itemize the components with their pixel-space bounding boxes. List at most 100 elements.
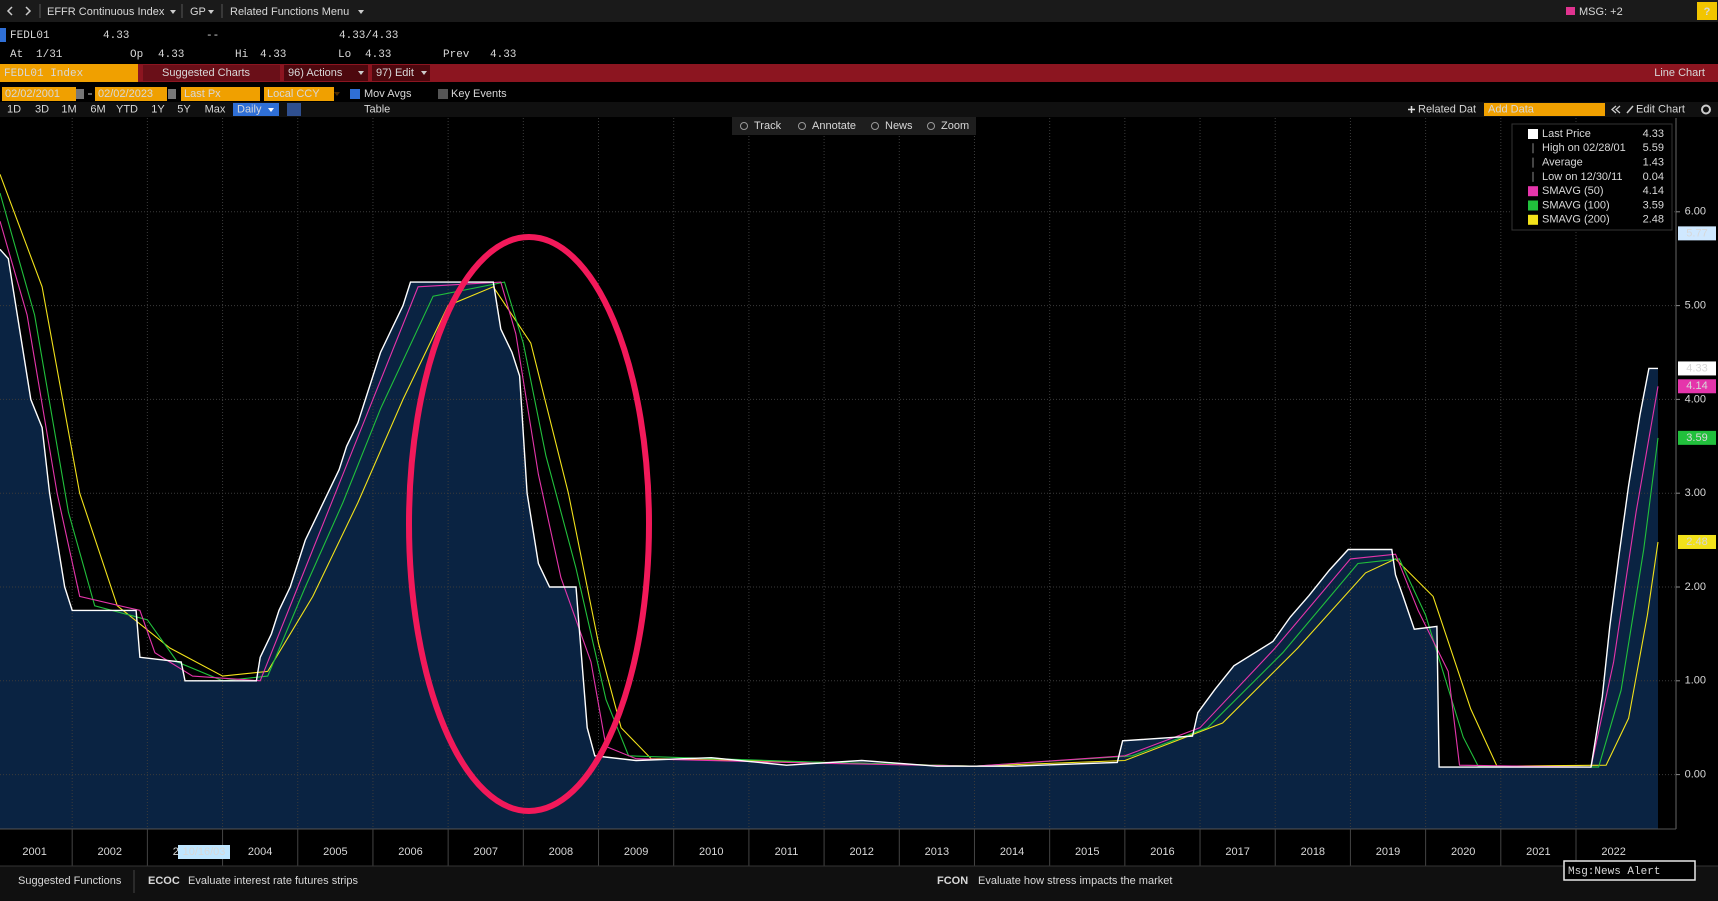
last-price: 4.33 [103,30,129,42]
caret-icon [170,10,176,14]
end-date[interactable]: 02/02/2023 [98,88,153,100]
collapse-icon [1611,105,1617,114]
period-button[interactable]: 1M [61,103,76,115]
view-name: Line Chart [1654,67,1705,79]
caret-icon [358,10,364,14]
period-button[interactable]: 5Y [177,103,191,115]
edit-chart[interactable]: Edit Chart [1636,103,1685,115]
x-tick-label: 2019 [1376,846,1400,858]
value-tag-label: 4.14 [1686,380,1707,392]
legend-value: 5.59 [1643,142,1664,154]
currency-box [264,87,334,101]
start-date[interactable]: 02/02/2001 [5,88,60,100]
legend-swatch [1528,214,1538,225]
series-line [0,248,1658,768]
top-bar [0,0,1718,22]
function-desc[interactable]: Evaluate how stress impacts the market [978,875,1172,887]
value-tag-label: 3.59 [1686,432,1707,444]
suggested-box [143,65,280,81]
field-label: Prev [443,49,470,61]
menu-item[interactable]: GP [190,6,206,18]
legend-swatch [1528,129,1538,139]
table-button[interactable]: Table [364,103,390,115]
calendar-icon [76,89,84,99]
caret-icon [334,92,340,96]
chart-toolbar [732,117,976,135]
value-tag-label: 5.77 [1686,227,1707,239]
related-data[interactable]: Related Dat [1418,103,1476,115]
tool-icon [798,122,806,130]
tool-icon [927,122,935,130]
plus-icon [1408,106,1415,113]
frequency[interactable]: Daily [237,103,262,115]
y-tick-label: 6.00 [1685,206,1706,218]
annotation-circle [406,234,652,814]
chart-tool[interactable]: Annotate [812,120,856,132]
y-tick-label: 5.00 [1685,300,1706,312]
legend-label: SMAVG (100) [1542,199,1610,211]
legend-swatch [1528,186,1538,197]
legend-value: 1.43 [1643,157,1664,169]
footer-bg [0,866,1718,901]
field-value: 4.33 [490,49,516,61]
period-button[interactable]: 1Y [151,103,165,115]
legend-value: 4.33 [1643,128,1664,140]
legend-label: SMAVG (50) [1542,185,1604,197]
y-tick-label: 4.00 [1685,393,1706,405]
period-button[interactable]: 3D [35,103,49,115]
series-line [0,192,1659,768]
bid-ask: 4.33/4.33 [339,30,398,42]
end-date-box [95,87,167,101]
actions[interactable]: 96) Actions [288,67,343,79]
legend-label: High on 02/28/01 [1542,142,1626,154]
x-tick-label: 2004 [248,846,272,858]
messages[interactable]: MSG: +2 [1579,6,1623,18]
menu-item[interactable]: Related Functions Menu [230,6,349,18]
x-tick-label: 2009 [624,846,648,858]
x-tick-label: 2011 [775,846,799,858]
x-tick-label: 2020 [1451,846,1475,858]
footer-label[interactable]: Suggested Functions [18,875,122,887]
y-tick-label: 3.00 [1685,487,1706,499]
field-value: 4.33 [260,49,286,61]
value-tag-label: 2.48 [1686,536,1707,548]
period-button[interactable]: 6M [90,103,105,115]
caret-icon [358,71,364,75]
legend-label: Low on 12/30/11 [1542,171,1623,183]
date-marker-box [178,845,230,859]
help[interactable]: ? [1704,6,1711,18]
news-alert[interactable]: Msg:News Alert [1568,866,1660,878]
period-button[interactable]: YTD [116,103,138,115]
settings-icon [1701,104,1711,115]
start-date-box [2,87,76,101]
add-data-box [1484,103,1605,116]
function-code[interactable]: ECOC [148,875,180,887]
function-desc[interactable]: Evaluate interest rate futures strips [188,875,358,887]
chart-tool[interactable]: Track [754,120,782,132]
add-data[interactable]: Add Data [1488,103,1535,115]
caret-icon [268,108,274,112]
field[interactable]: Last Px [184,88,221,100]
date-marker: 10/16/03 [183,846,226,858]
x-tick-label: 2018 [1301,846,1325,858]
mov-avgs[interactable]: Mov Avgs [364,88,412,100]
x-tick-label: 2006 [398,846,422,858]
series-line [0,174,1659,767]
x-tick-label: 2001 [22,846,46,858]
key-events[interactable]: Key Events [451,88,507,100]
chart-tool[interactable]: Zoom [941,120,969,132]
forward-icon [25,6,32,16]
ticker: FEDL01 [10,30,50,42]
suggested-charts[interactable]: Suggested Charts [162,67,251,79]
legend-swatch [1528,200,1538,211]
collapse-icon [1615,105,1621,114]
value-tag [1678,430,1716,445]
chart-tool[interactable]: News [885,120,913,132]
function-code[interactable]: FCON [937,875,968,887]
period-button[interactable]: Max [205,103,226,115]
edit[interactable]: 97) Edit [376,67,414,79]
period-button[interactable]: 1D [7,103,21,115]
x-tick-label: 2010 [699,846,723,858]
currency[interactable]: Local CCY [267,88,320,100]
menu-item[interactable]: EFFR Continuous Index [47,6,165,18]
